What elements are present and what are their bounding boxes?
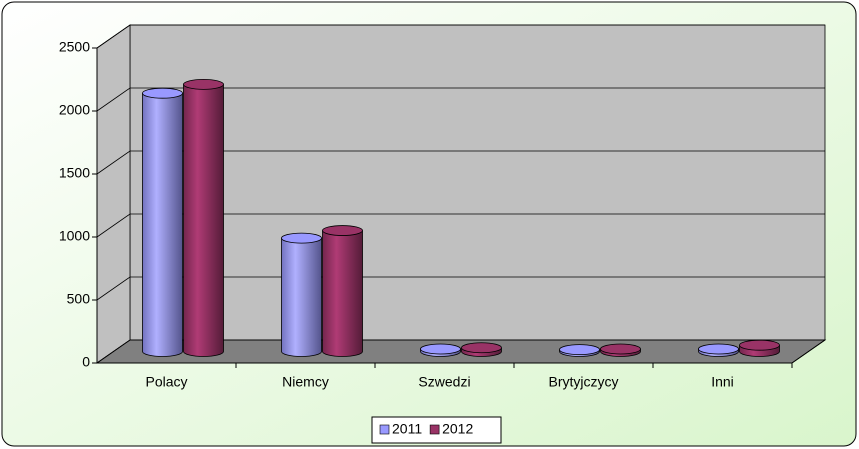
grid-line	[96, 339, 825, 364]
bar-bottom	[322, 230, 363, 357]
bar	[322, 225, 363, 357]
back-wall	[129, 24, 826, 341]
y-tick-label: 0	[82, 354, 90, 370]
x-tick-label: Inni	[711, 374, 734, 390]
bar-top	[461, 342, 502, 354]
x-tick-label: Polacy	[145, 374, 187, 390]
bar-bottom	[183, 84, 224, 357]
grid-line	[96, 276, 825, 301]
y-tick-label: 2500	[59, 39, 90, 55]
bar-top	[420, 343, 461, 355]
bar	[183, 78, 224, 357]
legend-swatch	[429, 424, 440, 435]
legend-label: 2012	[442, 421, 473, 437]
bar-top	[281, 232, 322, 244]
bar	[281, 232, 322, 357]
bar	[461, 342, 502, 357]
bar	[600, 343, 641, 357]
bar-top	[322, 225, 363, 236]
x-tick-label: Szwedzi	[418, 374, 470, 390]
legend: 2011 2012	[371, 416, 502, 444]
bar-top	[183, 78, 224, 90]
y-tick-label: 1500	[59, 165, 90, 181]
bar-top	[600, 343, 641, 355]
bar	[739, 339, 780, 357]
legend-swatch	[379, 424, 390, 435]
grid-line	[96, 213, 825, 238]
legend-label: 2011	[392, 421, 422, 437]
y-tick-label: 1000	[59, 228, 90, 244]
bar	[698, 343, 739, 357]
side-wall	[96, 24, 131, 364]
y-tick-label: 500	[67, 291, 91, 307]
grid-line	[96, 87, 825, 112]
bar	[559, 344, 600, 357]
grid-line	[96, 24, 825, 49]
bar-top	[142, 87, 183, 99]
bar	[142, 87, 183, 357]
floor-right	[791, 339, 826, 364]
bar-top	[559, 344, 600, 356]
x-tick-label: Niemcy	[282, 374, 329, 390]
y-tick-label: 2000	[59, 102, 90, 118]
bar-top	[698, 343, 739, 355]
grid-line	[96, 150, 825, 175]
x-tick-label: Brytyjczycy	[549, 374, 619, 390]
bar-top	[739, 339, 780, 351]
bar-bottom	[142, 93, 183, 357]
bar	[420, 343, 461, 357]
bar-bottom	[281, 238, 322, 357]
